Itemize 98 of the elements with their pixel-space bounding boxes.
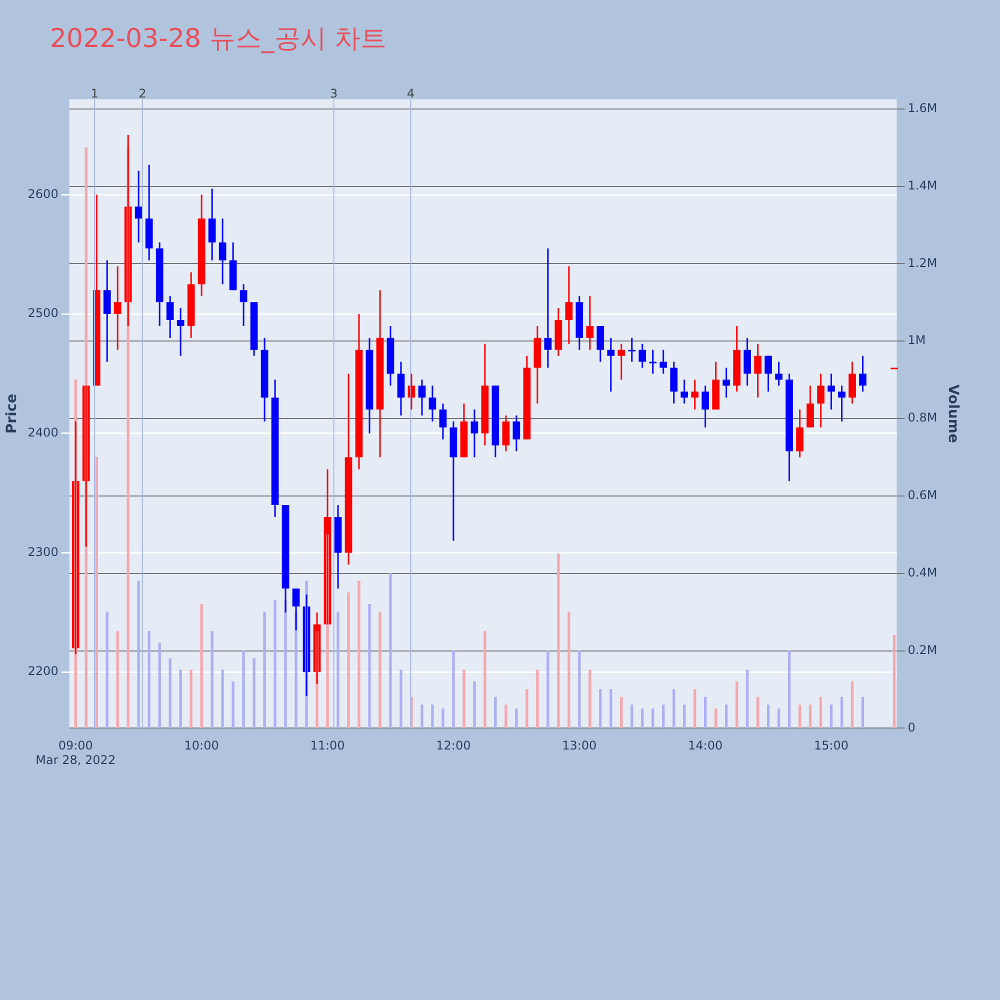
bar: [588, 670, 592, 728]
bar: [694, 689, 696, 728]
bar: [452, 650, 455, 728]
bar: [620, 696, 623, 728]
y-tick-label: 2500: [28, 306, 58, 320]
bar: [179, 670, 182, 728]
y2-tick-label: 0.2M: [908, 642, 938, 657]
bar: [168, 658, 172, 728]
bar: [756, 696, 760, 728]
bar: [662, 704, 665, 728]
bar: [892, 634, 896, 728]
bar: [766, 704, 770, 728]
x-tick-label: 10:00: [184, 738, 219, 753]
chart-title: 2022-03-28 뉴스_공시 차트: [50, 24, 387, 54]
bar: [610, 689, 612, 728]
bar: [515, 708, 518, 728]
bar: [473, 681, 476, 728]
bar: [221, 670, 224, 728]
bar: [200, 604, 203, 728]
bar: [368, 604, 371, 728]
y2-tick-label: 1.6M: [908, 101, 938, 115]
bar: [116, 631, 119, 728]
bar: [336, 612, 340, 728]
y-tick-label: 2400: [28, 426, 58, 440]
x-tick-label: 09:00 Mar 28, 2022: [36, 738, 116, 767]
bar: [284, 600, 287, 728]
bar: [777, 708, 780, 728]
bar: [714, 708, 718, 728]
bar: [850, 681, 854, 728]
x-tick-label: 12:00: [436, 738, 471, 753]
y2-tick-label: 1.2M: [908, 256, 938, 270]
bar: [830, 704, 833, 728]
x-tick-label: 11:00: [310, 738, 345, 753]
bar: [578, 650, 581, 728]
annotation: 4: [406, 86, 414, 100]
bar: [158, 642, 161, 728]
bar: [358, 580, 360, 728]
bar: [431, 704, 434, 728]
bar: [568, 612, 570, 728]
y-tick-label: 2200: [28, 664, 58, 678]
bar: [389, 573, 392, 728]
bar: [819, 696, 822, 728]
bar: [652, 708, 654, 728]
y2-tick-label: 0.6M: [908, 488, 938, 502]
bar: [420, 704, 424, 728]
bar: [808, 704, 812, 728]
y-tick-label: 2300: [28, 544, 58, 559]
y2-tick-label: 0: [908, 720, 916, 734]
y2-tick-label: 0.4M: [908, 565, 938, 580]
bar: [294, 612, 298, 728]
y2-axis-title: Volume: [944, 384, 961, 443]
x-tick-label: 15:00: [814, 738, 849, 753]
bar: [232, 681, 234, 728]
annotation: 3: [330, 86, 338, 100]
bar: [735, 681, 738, 728]
bar: [746, 670, 749, 728]
bar: [526, 689, 528, 728]
bar: [442, 708, 444, 728]
bar: [190, 670, 192, 728]
bar: [106, 612, 108, 728]
bar: [462, 670, 466, 728]
bar: [788, 650, 791, 728]
bar: [536, 670, 539, 728]
bar: [546, 650, 550, 728]
bar: [557, 554, 560, 728]
bar: [704, 696, 707, 728]
x-tick-label: 13:00: [562, 738, 597, 753]
y-tick-label: 2600: [28, 186, 58, 201]
bar: [484, 631, 486, 728]
y2-tick-label: 1.4M: [908, 178, 938, 192]
bar: [641, 708, 644, 728]
bar: [494, 696, 497, 728]
bar: [252, 658, 256, 728]
bar: [672, 689, 676, 728]
bar: [137, 580, 140, 728]
bar: [274, 600, 276, 728]
bar: [242, 650, 245, 728]
y2-tick-label: 1M: [908, 333, 926, 348]
x-tick-label: 14:00: [688, 738, 723, 753]
y-axis-title: Price: [4, 394, 20, 434]
bar: [683, 704, 686, 728]
annotation: 1: [90, 86, 98, 100]
bar: [630, 704, 634, 728]
annotation: 2: [138, 86, 146, 100]
bar: [378, 612, 382, 728]
bar: [504, 704, 508, 728]
bar: [263, 612, 266, 728]
bar: [599, 689, 602, 728]
bar: [798, 704, 802, 728]
bar: [400, 670, 402, 728]
bar: [148, 631, 150, 728]
bar: [210, 631, 214, 728]
bar: [861, 696, 864, 728]
bar: [840, 696, 844, 728]
bar: [347, 592, 350, 728]
bar: [725, 704, 728, 728]
bar: [95, 456, 98, 728]
y2-tick-label: 0.8M: [908, 410, 938, 425]
